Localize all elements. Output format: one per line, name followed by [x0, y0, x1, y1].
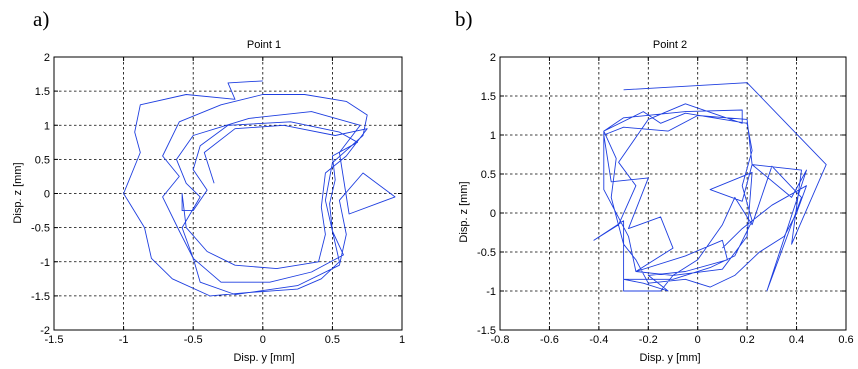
x-tick-label: 0	[695, 334, 701, 346]
y-tick-label: 2	[44, 52, 50, 64]
x-tick-label: -0.5	[184, 334, 203, 346]
y-tick-label: -0.5	[31, 223, 50, 235]
x-tick-label: -0.6	[540, 334, 559, 346]
x-tick-label: -0.4	[589, 334, 608, 346]
y-tick-label: -1.5	[477, 325, 496, 337]
x-tick-label: 0.4	[789, 334, 804, 346]
x-axis-label-2: Disp. y [mm]	[639, 352, 700, 364]
x-tick-label: -0.2	[639, 334, 658, 346]
y-tick-label: 1.5	[35, 86, 50, 98]
y-tick-label: -1	[40, 257, 50, 269]
x-tick-label: 0	[260, 334, 266, 346]
x-tick-label: 1	[399, 334, 405, 346]
panel-point-2: b) Point 2 -0.8 -0.6 -0.4 -0.2 0 0.2 0.4 0.6 -1.…	[455, 7, 854, 364]
chart-title-1: Point 1	[247, 39, 281, 51]
y-tick-label: -1.5	[31, 291, 50, 303]
chart-title-2: Point 2	[653, 39, 687, 51]
x-tick-label: -1	[119, 334, 129, 346]
y-tick-label: 2	[490, 52, 496, 64]
x-tick-label: 0.2	[739, 334, 754, 346]
y-tick-label: -1	[486, 286, 496, 298]
panel-point-1: a) Point 1 -1.5 -1 -0.5 0 0.5 1-2-1.5-1-0.500…	[12, 7, 405, 364]
y-tick-label: -2	[40, 325, 50, 337]
x-tick-label: 0.5	[325, 334, 340, 346]
displacement-trace	[593, 82, 827, 292]
y-tick-label: 0.5	[481, 169, 496, 181]
x-axis-label-1: Disp. y [mm]	[233, 352, 294, 364]
y-axis-label-2: Disp. z [mm]	[458, 181, 470, 242]
plot-frame	[499, 56, 847, 331]
panel-letter-b: b)	[455, 7, 473, 31]
y-tick-label: 0.5	[35, 154, 50, 166]
y-tick-label: 1.5	[481, 91, 496, 103]
x-tick-label: -1.5	[45, 334, 64, 346]
axes-2: -0.8 -0.6 -0.4 -0.2 0 0.2 0.4 0.6 -1.5 -1 -0.5 0 0.5…	[477, 52, 854, 346]
y-tick-label: 1	[44, 120, 50, 132]
y-axis-label-1: Disp. z [mm]	[12, 162, 24, 223]
y-tick-label: -0.5	[477, 247, 496, 259]
x-tick-label: 0.6	[838, 334, 853, 346]
axes-1: -1.5 -1 -0.5 0 0.5 1-2-1.5-1-0.500.511.52	[31, 52, 405, 346]
y-tick-label: 1	[490, 130, 496, 142]
y-tick-label: 0	[44, 189, 50, 201]
x-tick-label: -0.8	[491, 334, 510, 346]
panel-letter-a: a)	[33, 7, 49, 31]
displacement-trace	[123, 80, 396, 297]
y-tick-label: 0	[490, 208, 496, 220]
